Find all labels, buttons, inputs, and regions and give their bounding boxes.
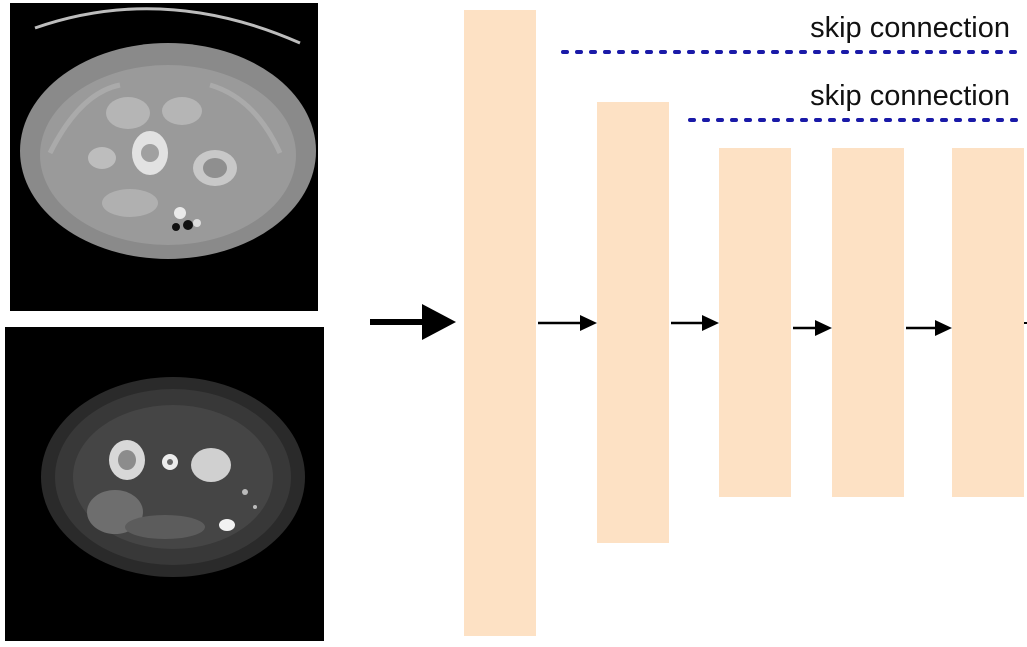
skip-connection-label-2: skip connection: [810, 80, 1010, 112]
skip-connection-label-1: skip connection: [810, 12, 1010, 44]
mri-scan-image: [5, 327, 324, 641]
encoder-block-2: [597, 102, 669, 543]
encoder-block-4: [832, 148, 904, 497]
ct-scan-image: [10, 3, 318, 311]
encoder-block-1: [464, 10, 536, 636]
input-arrow: [370, 304, 456, 340]
encoder-block-5: [952, 148, 1024, 497]
arrow-block4-to-block5: [906, 320, 952, 336]
arrow-block2-to-block3: [671, 315, 719, 331]
arrow-block1-to-block2: [538, 315, 597, 331]
encoder-block-3: [719, 148, 791, 497]
arrow-block3-to-block4: [793, 320, 832, 336]
